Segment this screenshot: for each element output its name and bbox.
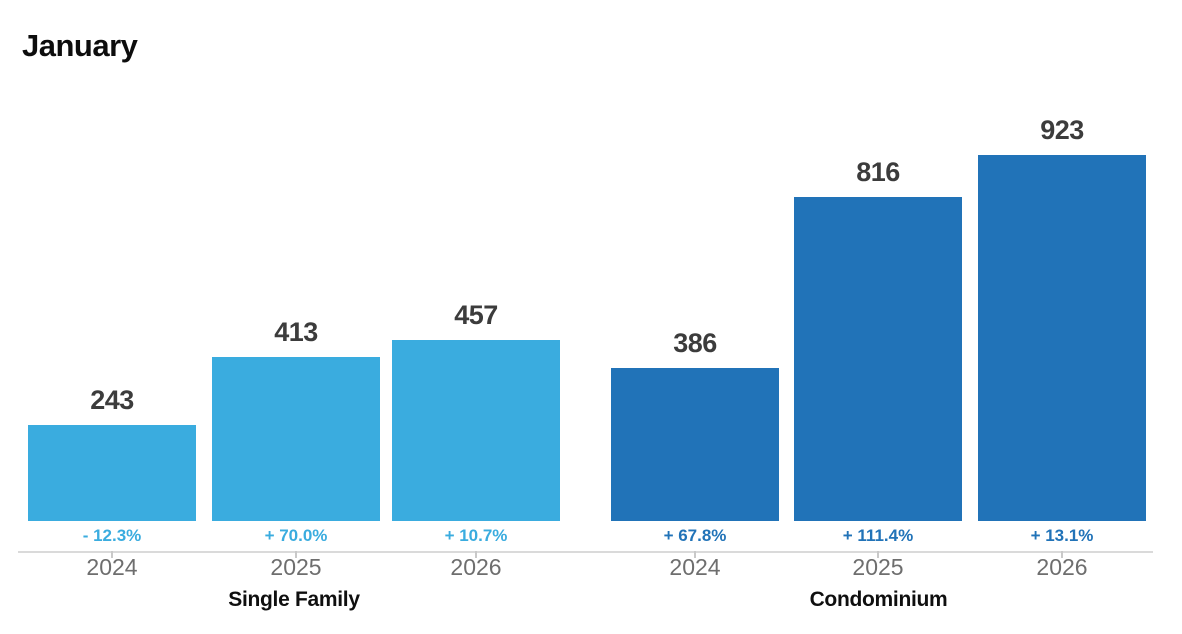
group-label-single-family: Single Family <box>228 588 360 611</box>
x-axis-year-label: 2025 <box>270 554 322 580</box>
x-axis-line <box>18 551 1153 553</box>
x-axis-tick <box>877 551 879 558</box>
percent-change-label: + 67.8% <box>663 526 727 545</box>
x-axis-tick <box>694 551 696 558</box>
x-axis-tick <box>1061 551 1063 558</box>
x-axis-tick <box>295 551 297 558</box>
x-axis-tick <box>475 551 477 558</box>
x-axis-year-label: 2026 <box>1036 554 1088 580</box>
bar-single-family-2024 <box>28 425 196 521</box>
percent-change-label: + 111.4% <box>842 526 914 545</box>
percent-change-label: + 13.1% <box>1030 526 1094 545</box>
percent-change-label: + 10.7% <box>444 526 508 545</box>
bar-single-family-2026 <box>392 340 560 521</box>
bar-value-label: 816 <box>856 157 900 187</box>
bar-value-label: 457 <box>454 300 498 330</box>
chart-title: January <box>22 28 138 63</box>
bar-condominium-2026 <box>978 155 1146 521</box>
percent-change-label: - 12.3% <box>82 526 142 545</box>
x-axis-tick <box>111 551 113 558</box>
bar-value-label: 923 <box>1040 115 1084 145</box>
percent-change-label: + 70.0% <box>264 526 328 545</box>
bar-value-label: 386 <box>673 328 717 358</box>
x-axis-year-label: 2024 <box>86 554 138 580</box>
x-axis-year-label: 2025 <box>852 554 904 580</box>
bar-value-label: 243 <box>90 385 134 415</box>
bar-value-label: 413 <box>274 317 318 347</box>
bar-condominium-2025 <box>794 197 962 521</box>
bar-condominium-2024 <box>611 368 779 521</box>
x-axis-year-label: 2026 <box>450 554 502 580</box>
x-axis-year-label: 2024 <box>669 554 721 580</box>
bar-single-family-2025 <box>212 357 380 521</box>
group-label-condominium: Condominium <box>809 588 948 611</box>
